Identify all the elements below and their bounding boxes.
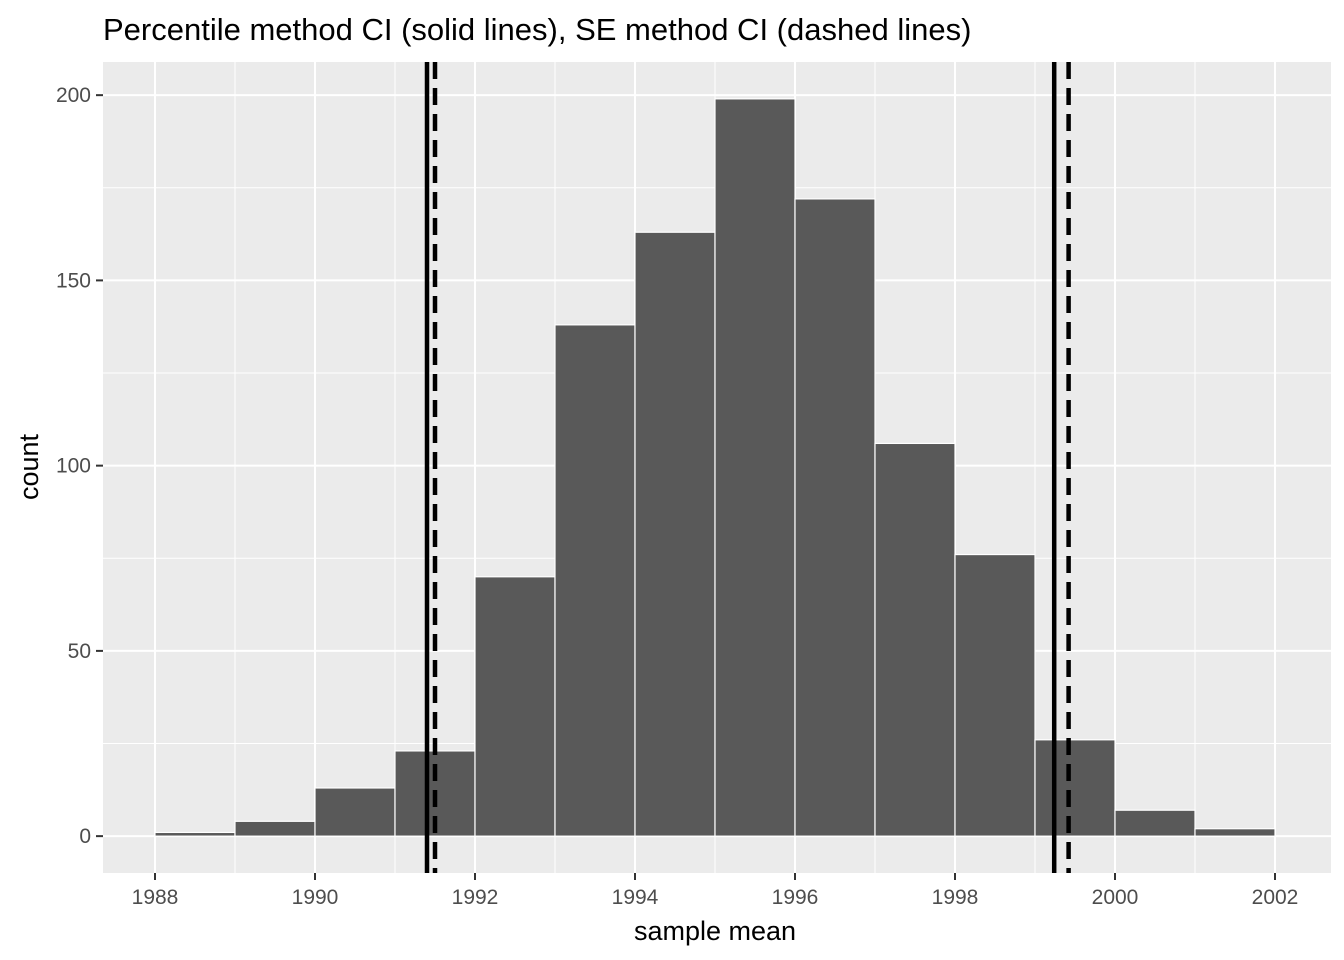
- x-axis: 1988 1990 1992 1994 1996 1998 2000 2002: [132, 873, 1299, 909]
- y-tick-label: 200: [56, 84, 91, 107]
- x-tick-label: 1996: [772, 886, 819, 909]
- y-tick-label: 150: [56, 269, 91, 292]
- x-tick-label: 1994: [612, 886, 659, 909]
- x-tick-label: 1990: [292, 886, 339, 909]
- y-axis: 0 50 100 150 200: [56, 84, 103, 848]
- x-tick-label: 2002: [1252, 886, 1299, 909]
- histogram-bar: [234, 820, 316, 837]
- x-tick-label: 1998: [932, 886, 979, 909]
- histogram-bar: [554, 324, 636, 837]
- histogram-bar: [714, 98, 796, 837]
- histogram-bar: [874, 442, 956, 837]
- ci-lines: [424, 62, 1071, 873]
- histogram-bar: [1114, 809, 1196, 837]
- histogram-bar: [634, 231, 716, 837]
- x-axis-title: sample mean: [634, 916, 796, 946]
- histogram-bar: [1194, 828, 1276, 837]
- histogram-bar: [314, 787, 396, 837]
- chart-title: Percentile method CI (solid lines), SE m…: [103, 12, 971, 47]
- y-tick-label: 50: [68, 640, 91, 663]
- histogram-bar: [794, 198, 876, 837]
- histogram-bar: [954, 553, 1036, 837]
- histogram-bar: [474, 576, 556, 837]
- histogram-bar: [154, 831, 236, 837]
- x-tick-label: 2000: [1092, 886, 1139, 909]
- histogram-bar: [1034, 739, 1116, 837]
- y-tick-label: 0: [79, 825, 91, 848]
- x-tick-label: 1988: [132, 886, 179, 909]
- y-axis-title: count: [14, 433, 44, 500]
- x-tick-label: 1992: [452, 886, 499, 909]
- y-tick-label: 100: [56, 455, 91, 478]
